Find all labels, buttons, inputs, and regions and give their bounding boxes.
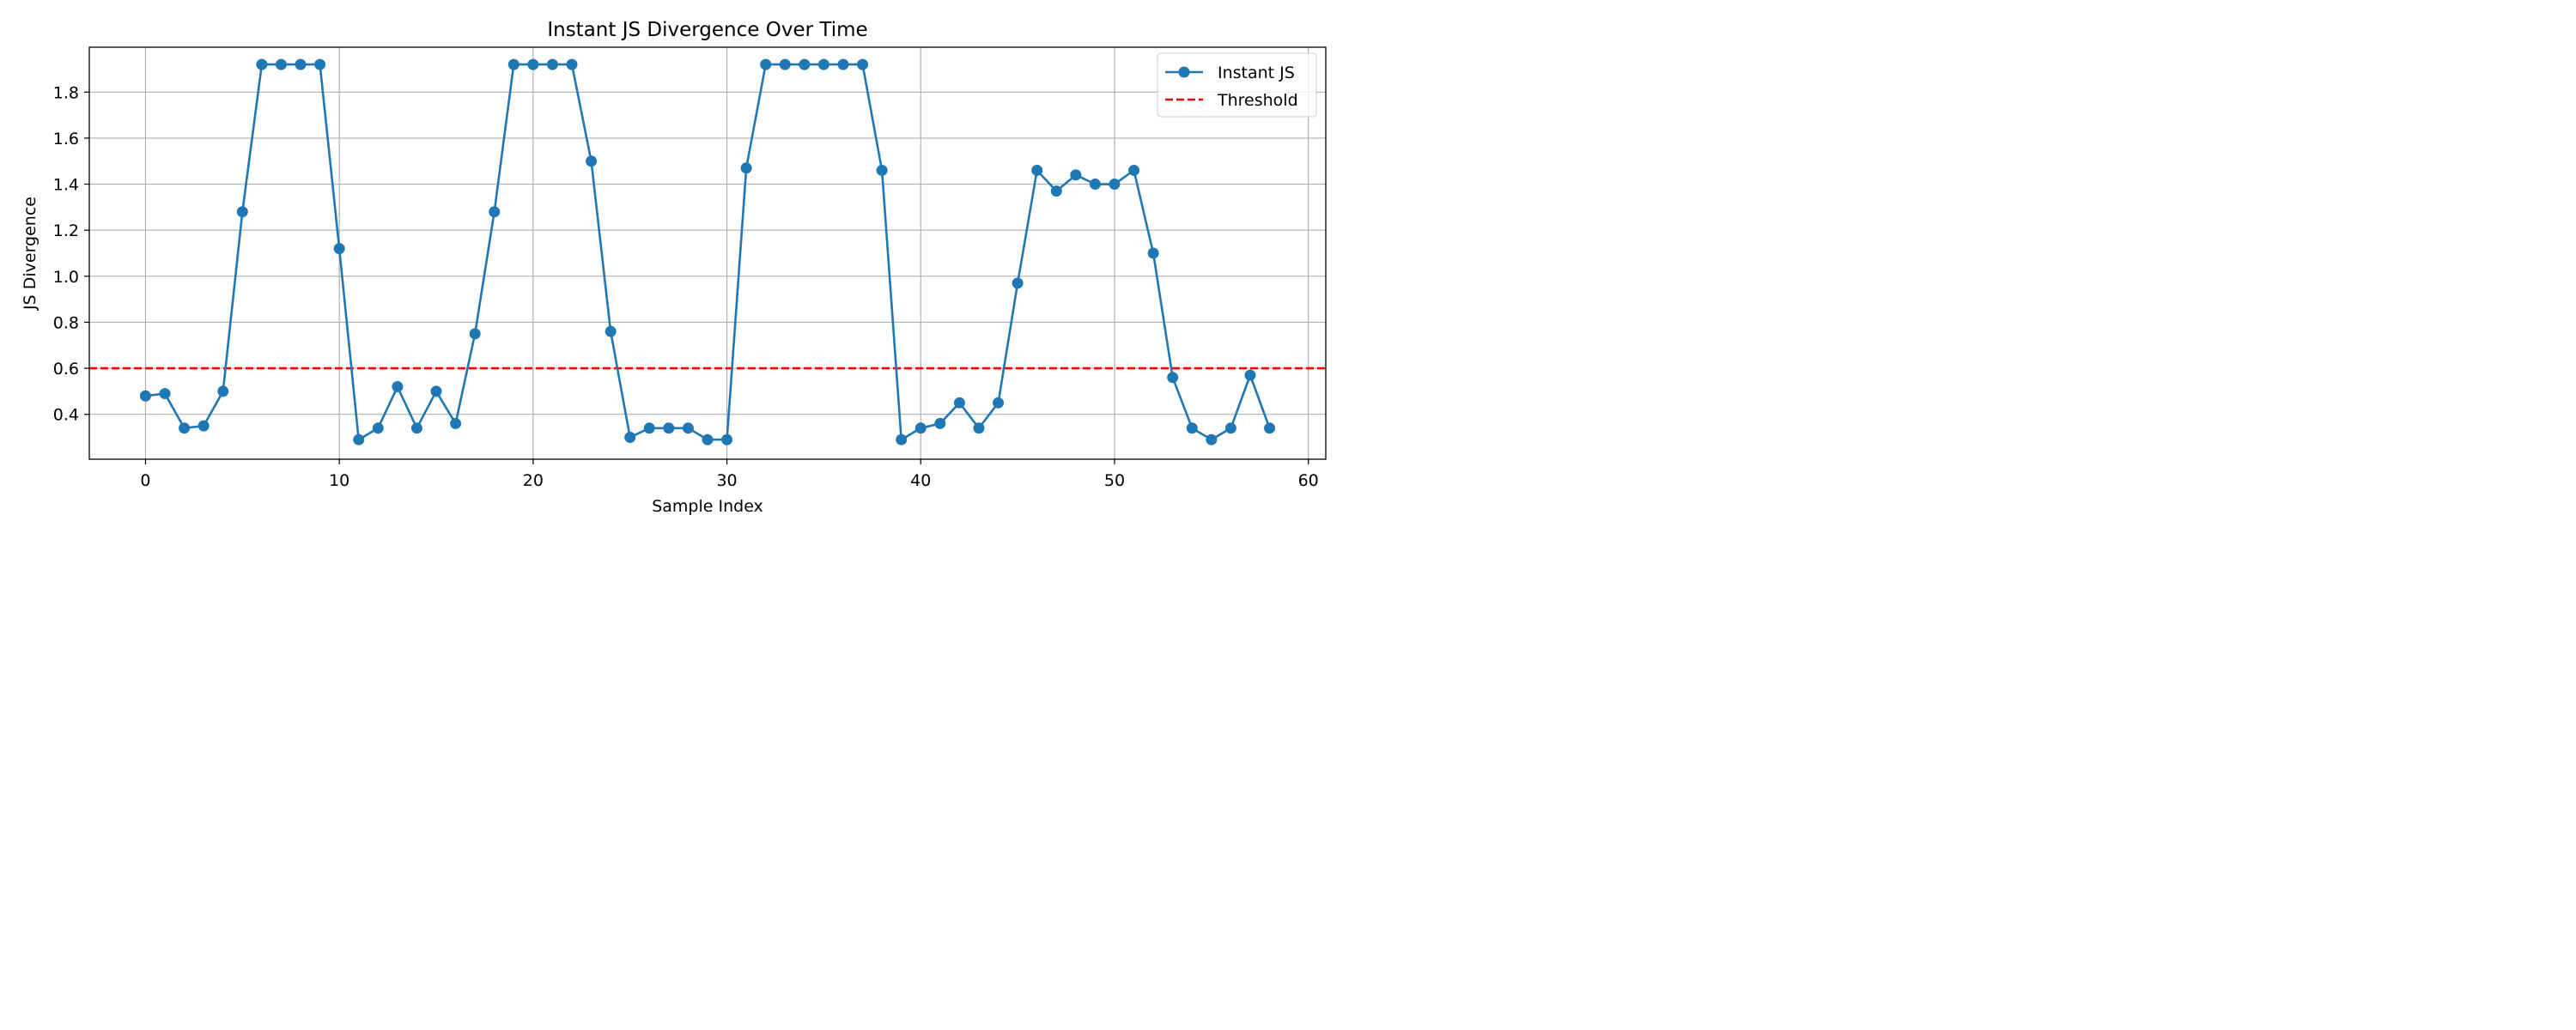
y-tick-label: 0.6	[53, 360, 79, 379]
data-point	[217, 385, 229, 397]
data-point	[682, 422, 694, 434]
data-point	[934, 417, 946, 429]
data-point	[236, 206, 248, 218]
data-point	[663, 422, 675, 434]
data-point	[1206, 433, 1218, 445]
data-point	[275, 58, 287, 70]
x-tick-label: 10	[329, 471, 349, 490]
data-point	[1109, 179, 1121, 191]
data-point	[314, 58, 326, 70]
data-point	[1128, 164, 1140, 176]
y-tick-label: 1.6	[53, 130, 79, 148]
data-point	[857, 58, 869, 70]
data-point	[353, 433, 365, 445]
y-tick-label: 0.4	[53, 406, 79, 425]
data-point	[1089, 179, 1101, 191]
data-point	[914, 422, 927, 434]
x-tick-label: 20	[523, 471, 544, 490]
data-point	[586, 155, 598, 167]
x-tick-label: 30	[716, 471, 737, 490]
data-point	[1012, 277, 1024, 289]
data-point	[721, 433, 733, 445]
data-point	[993, 397, 1005, 409]
legend-box	[1157, 52, 1317, 118]
x-axis-label: Sample Index	[652, 497, 763, 516]
data-point	[566, 58, 578, 70]
series-layer	[139, 58, 1276, 445]
data-point	[1264, 422, 1276, 434]
data-point	[489, 206, 501, 218]
data-point	[507, 58, 519, 70]
y-axis-label: JS Divergence	[21, 197, 39, 311]
data-point	[1031, 164, 1043, 176]
data-point	[1167, 372, 1179, 384]
y-tick-label: 1.8	[53, 83, 79, 102]
data-point	[1224, 422, 1236, 434]
legend-label-instant-js: Instant JS	[1218, 64, 1295, 82]
data-point	[179, 422, 191, 434]
legend-marker-instant-js	[1178, 66, 1190, 78]
data-point	[605, 325, 617, 337]
plot-frame	[88, 46, 1327, 460]
ticks-layer: 0 10 20 30 40 50 60 0.4 0.6 0.8 1.0 1.2 1.4 1.6 1.8	[53, 83, 1319, 490]
data-point	[973, 422, 985, 434]
data-point	[817, 58, 829, 70]
data-point	[410, 422, 422, 434]
data-point	[624, 432, 636, 444]
data-point	[760, 58, 772, 70]
chart-title: Instant JS Divergence Over Time	[547, 19, 867, 41]
data-point	[799, 58, 811, 70]
data-point	[876, 164, 888, 176]
line-chart: Instant JS Divergence Over Time 0 10 20 30 4…	[0, 0, 1346, 538]
legend-label-threshold: Threshold	[1217, 91, 1298, 110]
data-point	[159, 388, 171, 400]
data-point	[779, 58, 791, 70]
data-point	[527, 58, 539, 70]
data-point	[430, 385, 442, 397]
data-point	[953, 397, 965, 409]
data-point	[392, 381, 404, 393]
data-point	[295, 58, 307, 70]
y-tick-label: 1.0	[53, 268, 79, 287]
data-point	[256, 58, 268, 70]
data-point	[896, 433, 908, 445]
data-point	[1244, 369, 1256, 381]
figure-background	[0, 0, 1346, 538]
legend: Instant JS Threshold	[1157, 52, 1317, 118]
x-tick-label: 60	[1298, 471, 1319, 490]
data-point	[372, 422, 384, 434]
data-point	[1186, 422, 1198, 434]
data-point	[643, 422, 655, 434]
data-point	[1070, 169, 1082, 181]
data-point	[197, 420, 210, 432]
data-point	[837, 58, 849, 70]
y-tick-label: 0.8	[53, 313, 79, 332]
x-tick-label: 0	[140, 471, 150, 490]
data-point	[1147, 247, 1159, 259]
data-point	[139, 390, 151, 402]
x-tick-label: 40	[910, 471, 931, 490]
data-point	[1050, 185, 1062, 197]
data-point	[450, 417, 462, 429]
data-point	[546, 58, 558, 70]
data-point	[333, 243, 345, 255]
y-tick-label: 1.4	[53, 176, 79, 195]
x-tick-label: 50	[1104, 471, 1125, 490]
y-tick-label: 1.2	[53, 221, 79, 240]
data-point	[702, 433, 714, 445]
data-point	[740, 162, 752, 174]
data-point	[469, 328, 481, 340]
